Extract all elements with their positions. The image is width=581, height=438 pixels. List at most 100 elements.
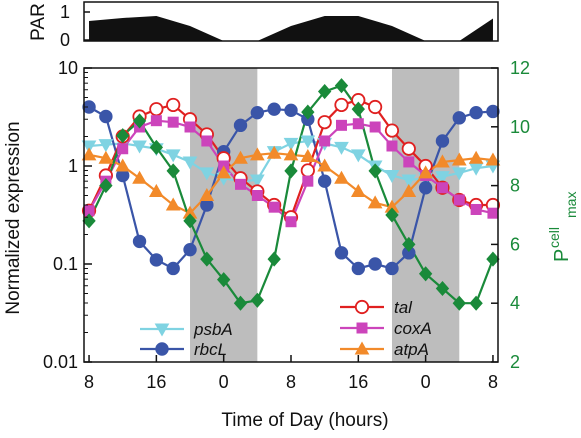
data-point-psba [98,139,114,153]
data-point-p-max-cell [116,128,130,144]
data-point-p-max-cell [368,163,382,179]
data-point-coxa [436,182,448,194]
legend-item-tal: tal [340,298,413,317]
data-point-tal [317,115,332,130]
series-points-rbcl [82,100,500,276]
x-tick-label: 16 [146,372,166,392]
data-point-coxa [302,175,314,187]
data-point-rbcl [385,261,399,276]
par-axis-label: PAR [28,3,49,41]
data-point-p-max-cell [469,295,483,311]
data-point-coxa [268,201,280,213]
legend-marker [354,341,370,355]
data-point-tal [368,99,383,115]
y2-tick-label: 8 [510,176,520,196]
data-point-psba [451,167,467,181]
series-points-atpa [81,145,501,219]
legend-item-rbcl: rbcL [140,340,227,359]
data-point-psba [334,141,349,155]
y2-label-sup: cell [546,227,562,248]
data-point-rbcl [99,109,113,124]
data-point-psba [300,135,316,149]
y-tick-label: 0.01 [43,352,78,372]
data-point-p-max-cell [486,251,500,267]
legend-marker [356,322,368,334]
data-point-p-max-cell [334,78,349,94]
data-point-rbcl [284,103,298,118]
data-point-p-max-cell [452,295,466,311]
data-point-p-max-cell [183,213,197,229]
data-point-coxa [201,135,213,147]
y2-axis-label: P cell max [546,192,579,262]
data-point-psba [350,149,366,163]
y-tick-label: 1 [68,156,78,176]
data-point-coxa [167,116,179,128]
par-tick-1: 1 [60,2,70,22]
data-point-rbcl [418,181,433,195]
data-point-psba [182,156,198,170]
y2-tick-label: 10 [510,117,530,137]
data-point-rbcl [452,111,466,125]
dark-period-band [391,68,460,362]
data-point-atpa [485,152,501,166]
data-point-tal [384,123,400,138]
data-point-atpa [199,187,215,202]
data-point-p-max-cell [233,295,248,311]
data-point-atpa [115,158,131,172]
data-point-p-max-cell [351,101,365,117]
par-panel: PAR 1 0 [28,1,499,50]
legend-marker [354,299,370,315]
data-point-rbcl [82,100,96,114]
data-point-rbcl [368,257,382,271]
legend-label: psbA [193,320,233,339]
data-point-rbcl [486,104,500,119]
data-point-tal [300,163,315,178]
par-area [84,11,493,41]
data-point-psba [435,171,450,185]
dark-period-band [190,68,258,362]
data-point-atpa [367,195,383,209]
data-point-tal [334,97,349,113]
data-point-coxa [335,119,347,131]
data-point-rbcl [469,105,483,120]
x-tick-label: 0 [421,372,431,392]
data-point-atpa [249,147,265,161]
data-point-atpa [334,170,349,184]
data-point-coxa [470,203,482,215]
legend-marker [154,323,170,337]
legend-item-atpa: atpA [340,340,429,359]
data-point-coxa [487,207,499,219]
x-tick-label: 8 [84,372,94,392]
y2-tick-label: 2 [510,352,520,372]
legend-item-coxa: coxA [340,319,432,338]
data-point-p-max-cell [435,280,450,297]
x-tick-label: 0 [219,372,229,392]
data-point-rbcl [132,234,147,249]
legend-label: rbcL [194,340,227,359]
legend-item-psba: psbA [140,320,233,339]
x-tick-label: 16 [348,372,368,392]
data-point-atpa [233,150,248,164]
data-point-rbcl [250,105,265,120]
y-tick-label: 10 [58,58,78,78]
series-markers [81,78,501,311]
data-point-p-max-cell [284,163,298,179]
data-point-coxa [319,135,331,147]
data-point-rbcl [351,261,366,276]
data-point-atpa [435,154,450,168]
data-point-p-max-cell [418,266,433,282]
x-axis-ticks: 8 16 0 8 16 0 8 [84,355,498,392]
data-point-p-max-cell [250,292,265,308]
data-point-p-max-cell [402,236,416,252]
data-point-atpa [418,165,433,179]
data-point-p-max-cell [200,251,214,267]
data-point-p-max-cell [267,251,281,267]
data-point-tal [149,102,164,117]
y2-axis-ticks: 2 4 6 8 10 12 [491,58,530,372]
legend-label: atpA [394,340,429,359]
y2-tick-label: 6 [510,234,520,254]
data-point-atpa [451,152,467,166]
par-curve [89,16,493,41]
